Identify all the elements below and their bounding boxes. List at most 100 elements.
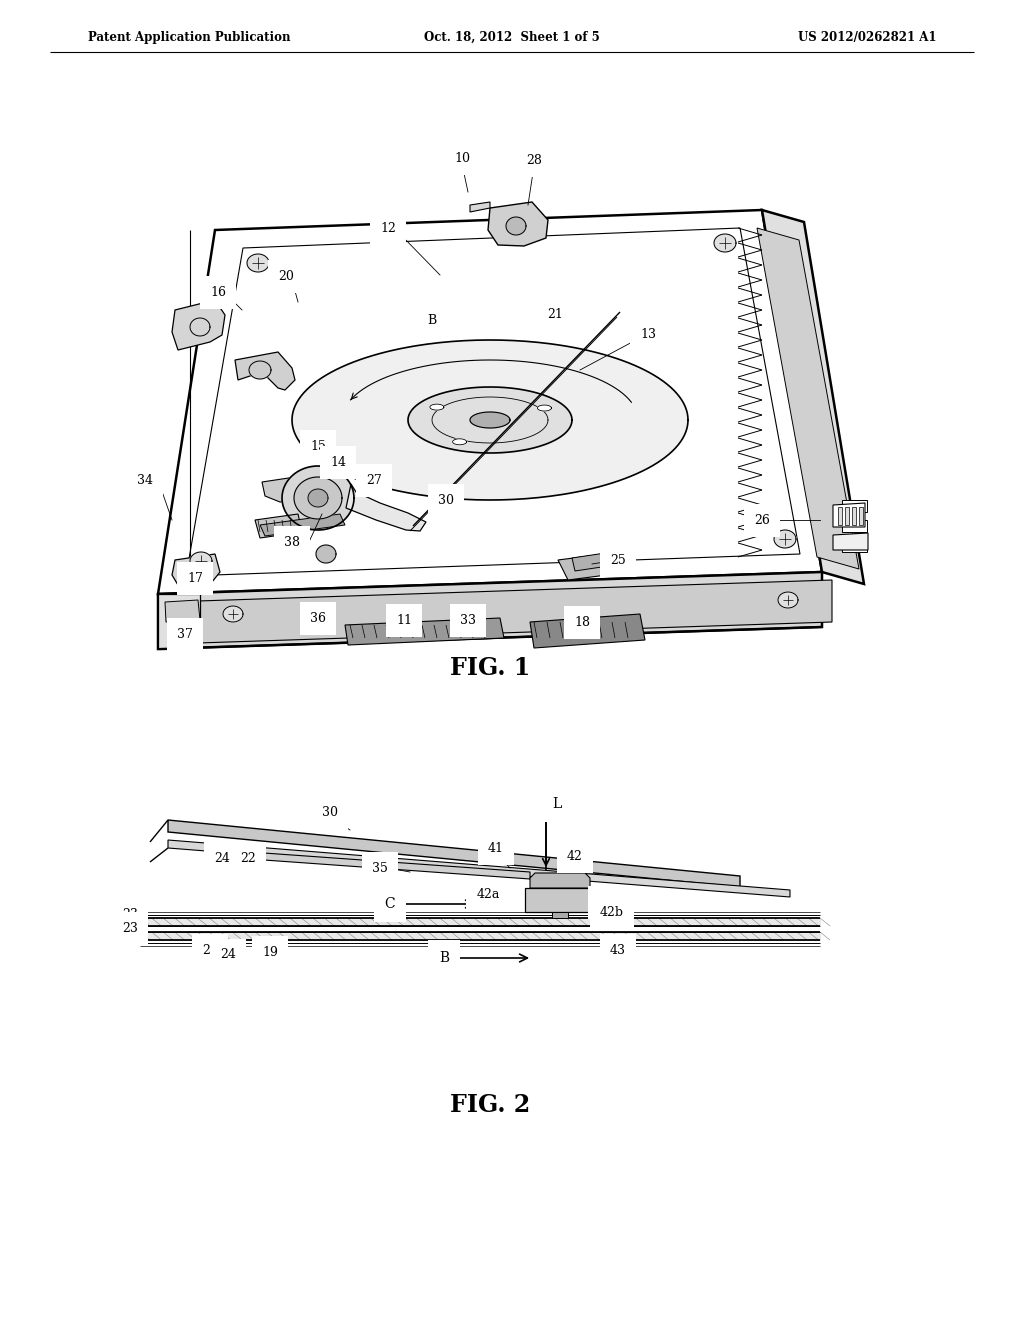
Text: 14: 14 [330,455,346,469]
Polygon shape [572,552,615,572]
Polygon shape [308,488,328,507]
Polygon shape [842,520,867,532]
Polygon shape [530,873,590,888]
Polygon shape [859,507,863,525]
Text: B: B [439,950,450,965]
Text: Patent Application Publication: Patent Application Publication [88,30,291,44]
Polygon shape [838,507,842,525]
Text: 11: 11 [396,614,412,627]
Text: 17: 17 [187,572,203,585]
Text: 34: 34 [137,474,153,487]
Text: 42: 42 [567,850,583,862]
Text: Oct. 18, 2012  Sheet 1 of 5: Oct. 18, 2012 Sheet 1 of 5 [424,30,600,44]
Text: 30: 30 [322,805,338,818]
Polygon shape [552,912,568,917]
Polygon shape [190,552,212,570]
Text: 38: 38 [284,536,300,549]
Text: 21: 21 [547,309,563,322]
Polygon shape [247,253,269,272]
Polygon shape [762,210,864,583]
Text: 43: 43 [610,944,626,957]
Polygon shape [158,594,200,649]
Text: 16: 16 [210,285,226,298]
Polygon shape [172,300,225,350]
Polygon shape [833,503,865,527]
Polygon shape [842,540,867,552]
Text: 42b: 42b [600,906,624,919]
Polygon shape [470,412,510,428]
Polygon shape [158,572,822,649]
Text: 27: 27 [367,474,382,487]
Polygon shape [506,216,526,235]
Polygon shape [140,927,820,932]
Text: 23: 23 [122,908,138,920]
Polygon shape [294,477,342,519]
Text: B: B [427,314,436,326]
Text: 44: 44 [598,895,614,908]
Polygon shape [255,513,302,539]
Polygon shape [249,360,271,379]
Polygon shape [172,554,220,585]
Text: 41: 41 [488,842,504,854]
Polygon shape [346,484,426,531]
Polygon shape [168,579,831,644]
Polygon shape [250,851,530,879]
Text: 23: 23 [122,921,138,935]
Text: C: C [385,898,395,911]
Polygon shape [525,888,595,912]
Polygon shape [140,932,820,940]
Text: 33: 33 [460,614,476,627]
Polygon shape [408,387,572,453]
Polygon shape [234,352,295,389]
Text: FIG. 1: FIG. 1 [450,656,530,680]
Polygon shape [714,234,736,252]
Text: 22: 22 [202,944,218,957]
Polygon shape [262,477,308,502]
Text: 36: 36 [310,611,326,624]
Polygon shape [345,618,504,645]
Text: 10: 10 [454,152,470,165]
Polygon shape [168,840,790,898]
Text: 18: 18 [574,615,590,628]
Polygon shape [292,341,688,500]
Text: 24: 24 [220,949,236,961]
Polygon shape [595,896,613,904]
Text: 35: 35 [372,862,388,874]
Polygon shape [168,820,740,887]
Polygon shape [842,500,867,512]
Polygon shape [316,545,336,564]
Text: 19: 19 [262,945,278,958]
Text: 30: 30 [438,494,454,507]
Polygon shape [530,614,645,648]
Polygon shape [757,228,859,569]
Text: L: L [552,797,561,810]
Text: FIG. 2: FIG. 2 [450,1093,530,1117]
Text: 28: 28 [526,153,542,166]
Polygon shape [165,601,200,622]
Polygon shape [488,202,548,246]
Polygon shape [852,507,856,525]
Text: 37: 37 [177,627,193,640]
Polygon shape [453,438,467,445]
Polygon shape [845,507,849,525]
Text: 25: 25 [610,553,626,566]
Polygon shape [778,591,798,609]
Text: 20: 20 [279,269,294,282]
Polygon shape [140,917,820,927]
Text: 26: 26 [754,513,770,527]
Polygon shape [158,210,822,594]
Polygon shape [282,466,354,531]
Text: 12: 12 [380,222,396,235]
Text: 15: 15 [310,440,326,453]
Text: 13: 13 [640,329,656,342]
Text: 24: 24 [214,851,230,865]
Polygon shape [558,552,630,579]
Text: 42a: 42a [476,888,500,902]
Polygon shape [430,404,443,411]
Polygon shape [774,531,796,548]
Polygon shape [223,606,243,622]
Polygon shape [538,405,551,411]
Text: US 2012/0262821 A1: US 2012/0262821 A1 [798,30,936,44]
Text: 22: 22 [240,851,256,865]
Polygon shape [260,513,345,536]
